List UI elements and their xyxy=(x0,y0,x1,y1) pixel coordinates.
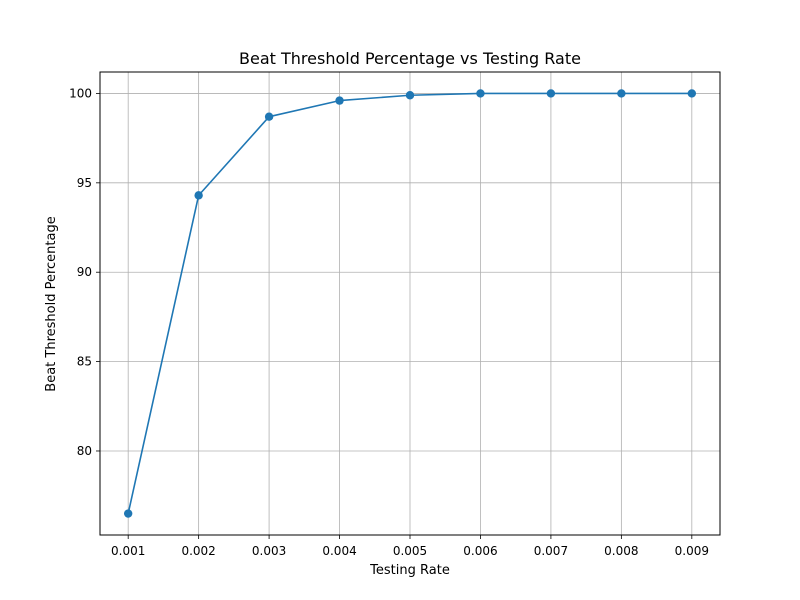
y-tick-label: 85 xyxy=(77,355,92,369)
data-point xyxy=(476,89,485,98)
data-point xyxy=(687,89,697,98)
x-tick-label: 0.004 xyxy=(322,544,356,558)
data-point xyxy=(123,509,133,518)
data-point xyxy=(264,112,274,121)
x-tick-label: 0.006 xyxy=(463,544,497,558)
ticks: 0.001 0.002 0.003 0.004 0.005 0.006 0.007 0.008… xyxy=(69,86,709,558)
data-point xyxy=(335,96,344,105)
y-tick-label: 80 xyxy=(77,444,92,458)
series-layer xyxy=(123,89,697,518)
y-tick-label: 95 xyxy=(77,176,92,190)
data-point xyxy=(194,191,203,200)
x-tick-label: 0.003 xyxy=(252,544,286,558)
x-tick-label: 0.009 xyxy=(675,544,709,558)
x-axis-label: Testing Rate xyxy=(369,563,450,578)
data-point xyxy=(405,91,415,100)
data-point xyxy=(546,89,556,98)
x-tick-label: 0.001 xyxy=(111,544,145,558)
x-tick-label: 0.007 xyxy=(534,544,568,558)
x-tick-label: 0.008 xyxy=(604,544,638,558)
data-point xyxy=(617,89,626,98)
y-tick-label: 100 xyxy=(69,86,92,100)
x-tick-label: 0.002 xyxy=(181,544,215,558)
x-tick-label: 0.005 xyxy=(393,544,427,558)
y-axis-label: Beat Threshold Percentage xyxy=(44,216,59,391)
chart-title: Beat Threshold Percentage vs Testing Rat… xyxy=(239,49,581,68)
y-tick-label: 90 xyxy=(77,265,92,279)
